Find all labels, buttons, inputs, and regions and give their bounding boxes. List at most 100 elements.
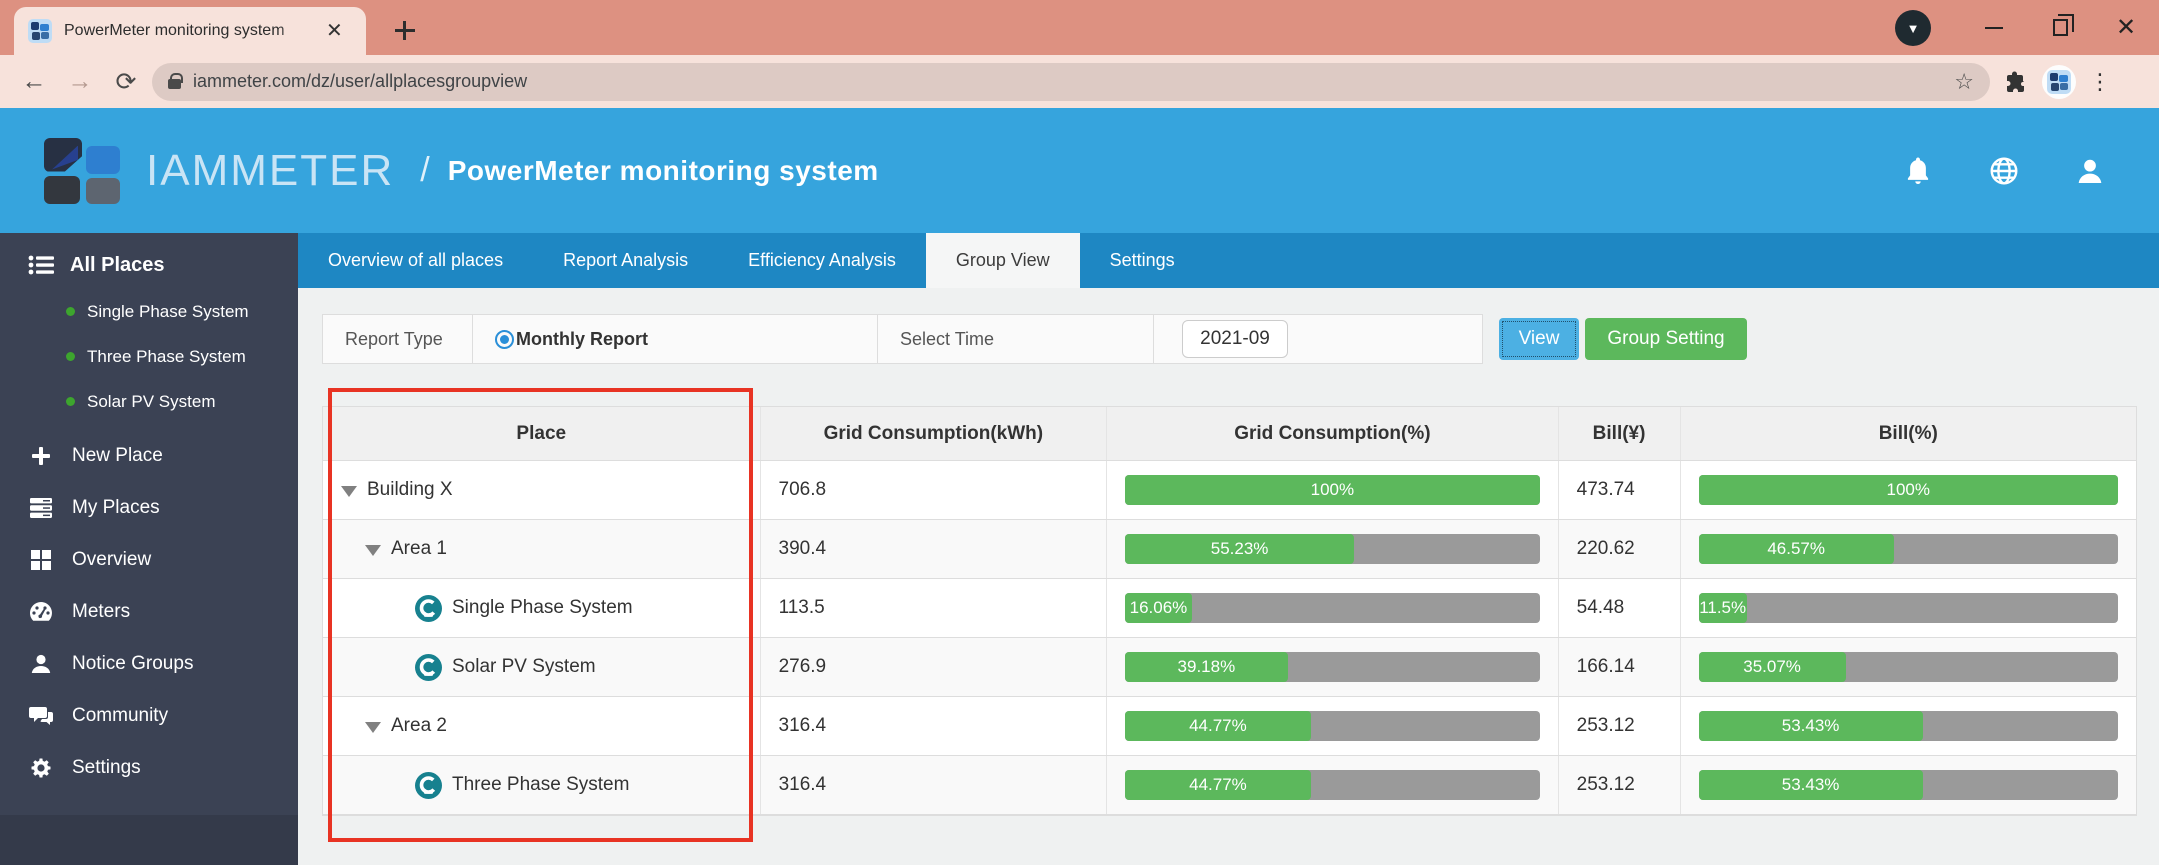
tab-settings[interactable]: Settings — [1109, 250, 1175, 270]
iammeter-favicon — [28, 19, 52, 43]
place-label[interactable]: Building X — [367, 479, 453, 500]
bookmark-star-icon[interactable]: ☆ — [1954, 68, 1974, 94]
monthly-report-option[interactable]: Monthly Report — [516, 328, 648, 349]
filter-bar: Report Type Monthly Report Select Time 2… — [322, 314, 1483, 364]
column-header: Grid Consumption(%) — [1107, 407, 1559, 460]
reload-icon[interactable]: ⟳ — [115, 67, 137, 96]
browser-menu-icon[interactable]: ⋮ — [2089, 68, 2111, 94]
sidebar-item-label: All Places — [70, 253, 165, 276]
extensions-icon[interactable] — [1996, 62, 2036, 102]
bill-pct-fill: 53.43% — [1698, 711, 1923, 741]
gauge-icon — [28, 599, 54, 625]
minimize-button[interactable] — [1961, 0, 2027, 55]
grid-pct-bar: 16.06% — [1125, 593, 1540, 623]
time-input[interactable]: 2021-09 — [1182, 320, 1288, 358]
media-control-icon[interactable]: ▼ — [1895, 9, 1931, 46]
green-dot-icon — [66, 352, 75, 361]
grid-kwh-value: 276.9 — [761, 638, 1108, 696]
grid-pct-bar: 44.77% — [1125, 770, 1540, 800]
bill-pct-cell: 35.07% — [1681, 638, 2136, 696]
forward-icon[interactable]: → — [67, 67, 93, 95]
sidebar-item-single-phase-system[interactable]: Single Phase System — [0, 289, 298, 334]
column-header: Grid Consumption(kWh) — [761, 407, 1108, 460]
grid-pct-bar: 44.77% — [1125, 711, 1540, 741]
bill-pct-fill: 100% — [1698, 475, 2118, 505]
sidebar-item-settings[interactable]: Settings — [0, 742, 298, 794]
back-icon[interactable]: ← — [21, 67, 47, 95]
sidebar-system-label: Three Phase System — [87, 346, 246, 366]
restore-button[interactable] — [2027, 0, 2093, 55]
sidebar-item-label: New Place — [72, 445, 163, 466]
window-controls: ▼ ✕ — [1895, 0, 2159, 55]
collapse-caret-icon[interactable] — [365, 544, 381, 556]
profile-avatar[interactable] — [2042, 64, 2076, 99]
sidebar-item-my-places[interactable]: My Places — [0, 482, 298, 534]
notifications-bell-icon[interactable] — [1901, 154, 1935, 188]
grid-kwh-value: 706.8 — [761, 461, 1108, 519]
places-icon — [28, 495, 54, 521]
place-cell: Solar PV System — [323, 638, 761, 696]
language-globe-icon[interactable] — [1987, 154, 2021, 188]
sidebar-item-community[interactable]: Community — [0, 690, 298, 742]
tab-group-view[interactable]: Group View — [925, 233, 1080, 288]
place-cell: Building X — [323, 461, 761, 519]
bill-value: 253.12 — [1559, 697, 1681, 755]
sidebar-system-label: Solar PV System — [87, 391, 216, 411]
sidebar-item-new-place[interactable]: New Place — [0, 430, 298, 482]
tab-overview-of-all-places[interactable]: Overview of all places — [328, 250, 504, 270]
brand-name[interactable]: IAMMETER — [146, 145, 395, 195]
sidebar-item-three-phase-system[interactable]: Three Phase System — [0, 334, 298, 379]
collapse-caret-icon[interactable] — [341, 485, 357, 497]
grid-pct-bar: 55.23% — [1125, 534, 1540, 564]
bill-pct-bar: 53.43% — [1698, 770, 2118, 800]
tab-close-icon[interactable]: ✕ — [326, 20, 343, 42]
bill-pct-fill: 53.43% — [1698, 770, 1923, 800]
collapse-caret-icon[interactable] — [365, 721, 381, 733]
url-text[interactable]: iammeter.com/dz/user/allplacesgroupview — [193, 71, 528, 91]
place-cell: Three Phase System — [323, 756, 761, 814]
place-label[interactable]: Area 2 — [391, 715, 447, 736]
tab-efficiency-analysis[interactable]: Efficiency Analysis — [748, 250, 896, 270]
view-button[interactable]: View — [1499, 318, 1579, 360]
gear-icon — [28, 755, 54, 781]
bill-pct-bar: 53.43% — [1698, 711, 2118, 741]
sidebar-item-notice-groups[interactable]: Notice Groups — [0, 638, 298, 690]
user-icon — [28, 651, 54, 677]
browser-toolbar: ← → ⟳ iammeter.com/dz/user/allplacesgrou… — [0, 55, 2159, 108]
address-bar[interactable]: iammeter.com/dz/user/allplacesgroupview … — [152, 62, 1990, 101]
meter-icon — [415, 653, 442, 681]
monthly-report-radio[interactable] — [495, 329, 514, 349]
sidebar-item-meters[interactable]: Meters — [0, 586, 298, 638]
new-tab-button[interactable] — [388, 13, 422, 47]
group-setting-button[interactable]: Group Setting — [1585, 318, 1747, 360]
place-label[interactable]: Single Phase System — [452, 597, 633, 618]
sidebar-item-label: My Places — [72, 497, 160, 518]
sidebar-item-solar-pv-system[interactable]: Solar PV System — [0, 379, 298, 424]
grid-pct-cell: 100% — [1107, 461, 1559, 519]
sidebar-item-overview[interactable]: Overview — [0, 534, 298, 586]
group-view-table: Place Grid Consumption(kWh) Grid Consumpti… — [322, 406, 2137, 816]
grid-kwh-value: 113.5 — [761, 579, 1108, 637]
grid-icon — [28, 547, 54, 573]
grid-kwh-value: 316.4 — [761, 697, 1108, 755]
place-label[interactable]: Area 1 — [391, 538, 447, 559]
sidebar-item-label: Settings — [72, 757, 141, 778]
avatar-favicon — [2047, 69, 2071, 94]
grid-pct-fill: 44.77% — [1125, 770, 1311, 800]
bill-pct-bar: 46.57% — [1698, 534, 2118, 564]
grid-pct-cell: 55.23% — [1107, 520, 1559, 578]
browser-tab-strip: PowerMeter monitoring system ✕ ▼ ✕ — [0, 0, 2159, 55]
grid-pct-fill: 39.18% — [1125, 652, 1288, 682]
grid-pct-cell: 44.77% — [1107, 697, 1559, 755]
account-user-icon[interactable] — [2073, 154, 2107, 188]
green-dot-icon — [66, 397, 75, 406]
close-button[interactable]: ✕ — [2115, 13, 2137, 41]
tab-report-analysis[interactable]: Report Analysis — [563, 250, 689, 270]
place-label[interactable]: Three Phase System — [452, 774, 630, 795]
grid-pct-fill: 55.23% — [1125, 534, 1355, 564]
table-header-row: Place Grid Consumption(kWh) Grid Consumpti… — [323, 407, 2136, 461]
grid-pct-fill: 16.06% — [1125, 593, 1192, 623]
place-label[interactable]: Solar PV System — [452, 656, 596, 677]
sidebar-item-all-places[interactable]: All Places — [0, 241, 298, 289]
browser-tab[interactable]: PowerMeter monitoring system ✕ — [14, 7, 366, 55]
